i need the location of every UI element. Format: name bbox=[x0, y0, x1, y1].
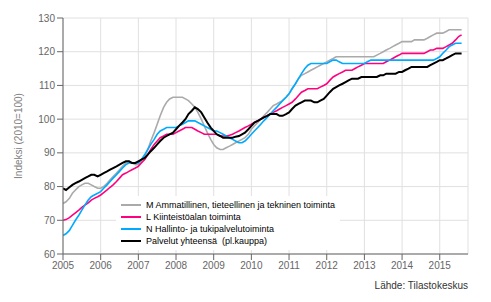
svg-text:80: 80 bbox=[44, 181, 56, 192]
svg-text:60: 60 bbox=[44, 249, 56, 260]
svg-text:2005: 2005 bbox=[52, 260, 75, 271]
svg-text:110: 110 bbox=[39, 80, 55, 91]
svg-text:2012: 2012 bbox=[316, 260, 339, 271]
svg-text:90: 90 bbox=[44, 147, 56, 158]
html-text:M Ammatillinen, tieteellinen j: M Ammatillinen, tieteellinen ja tekninen… bbox=[146, 200, 336, 210]
svg-text:2006: 2006 bbox=[90, 260, 113, 271]
svg-text:2015: 2015 bbox=[429, 260, 452, 271]
svg-text:Indeksi (2010=100): Indeksi (2010=100) bbox=[13, 93, 24, 179]
svg-text:2011: 2011 bbox=[278, 260, 300, 271]
svg-text:100: 100 bbox=[38, 114, 55, 125]
svg-text:120: 120 bbox=[38, 46, 55, 57]
svg-text:2014: 2014 bbox=[391, 260, 414, 271]
html-text:Palvelut yhteensä (pl.kauppa): Palvelut yhteensä (pl.kauppa) bbox=[146, 236, 268, 246]
svg-text:2009: 2009 bbox=[203, 260, 226, 271]
html-text:N Hallinto- ja tukipalvelutoim: N Hallinto- ja tukipalvelutoiminta bbox=[146, 224, 275, 234]
svg-text:130: 130 bbox=[38, 13, 55, 24]
svg-text:2008: 2008 bbox=[165, 260, 188, 271]
svg-text:70: 70 bbox=[44, 215, 56, 226]
svg-text:2007: 2007 bbox=[127, 260, 150, 271]
html-text:Lähde: Tilastokeskus: Lähde: Tilastokeskus bbox=[374, 280, 468, 291]
svg-text:2013: 2013 bbox=[353, 260, 376, 271]
html-text:L Kiinteistöalan toiminta: L Kiinteistöalan toiminta bbox=[146, 212, 241, 222]
svg-text:2010: 2010 bbox=[240, 260, 263, 271]
